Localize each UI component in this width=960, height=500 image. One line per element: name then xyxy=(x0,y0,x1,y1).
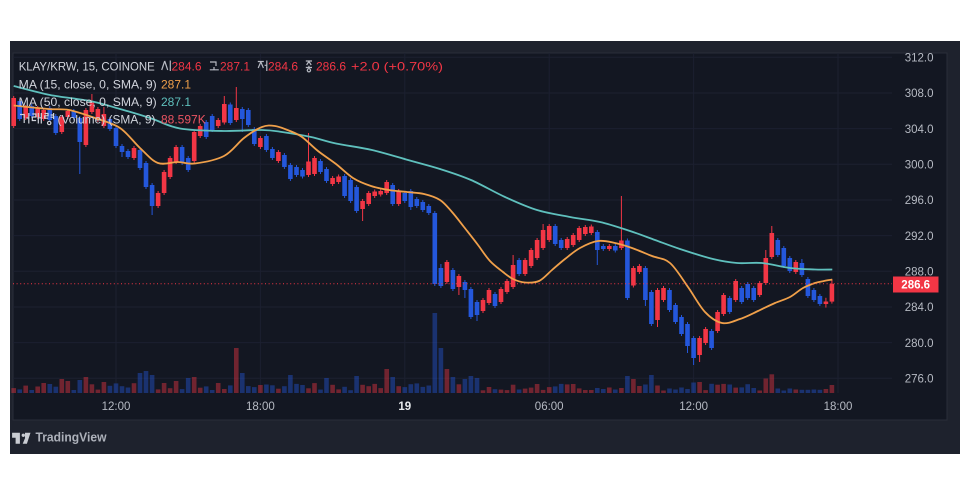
svg-text:KLAY/KRW, 15, COINONE: KLAY/KRW, 15, COINONE xyxy=(19,59,155,73)
svg-text:284.6: 284.6 xyxy=(268,59,298,73)
svg-text:286.6: 286.6 xyxy=(901,280,930,292)
svg-text:287.1: 287.1 xyxy=(220,59,250,73)
svg-text:300.0: 300.0 xyxy=(905,160,934,172)
svg-text:MA (15, close, 0, SMA, 9): MA (15, close, 0, SMA, 9) xyxy=(19,77,157,91)
svg-text:287.1: 287.1 xyxy=(161,77,191,91)
svg-text:12:00: 12:00 xyxy=(102,401,131,413)
svg-text:88.597K: 88.597K xyxy=(161,112,206,126)
svg-text:287.1: 287.1 xyxy=(161,95,191,109)
svg-text:(Volume) (SMA, 9): (Volume) (SMA, 9) xyxy=(58,112,156,126)
svg-text:304.0: 304.0 xyxy=(905,124,934,136)
svg-text:288.0: 288.0 xyxy=(905,267,934,279)
svg-text:18:00: 18:00 xyxy=(824,401,853,413)
svg-text:+2.0 (+0.70%): +2.0 (+0.70%) xyxy=(351,59,443,73)
svg-text:296.0: 296.0 xyxy=(905,195,934,207)
svg-text:308.0: 308.0 xyxy=(905,88,934,100)
svg-text:276.0: 276.0 xyxy=(905,374,934,386)
svg-text:286.6: 286.6 xyxy=(316,59,346,73)
svg-text:312.0: 312.0 xyxy=(905,53,934,65)
svg-text:19: 19 xyxy=(398,401,411,413)
svg-text:280.0: 280.0 xyxy=(905,338,934,350)
svg-text:284.0: 284.0 xyxy=(905,302,934,314)
svg-text:284.6: 284.6 xyxy=(172,59,202,73)
svg-text:TradingView: TradingView xyxy=(36,430,108,445)
svg-text:18:00: 18:00 xyxy=(246,401,275,413)
svg-text:292.0: 292.0 xyxy=(905,231,934,243)
svg-text:06:00: 06:00 xyxy=(535,401,564,413)
svg-text:MA (50, close, 0, SMA, 9): MA (50, close, 0, SMA, 9) xyxy=(19,95,157,109)
svg-text:12:00: 12:00 xyxy=(679,401,708,413)
